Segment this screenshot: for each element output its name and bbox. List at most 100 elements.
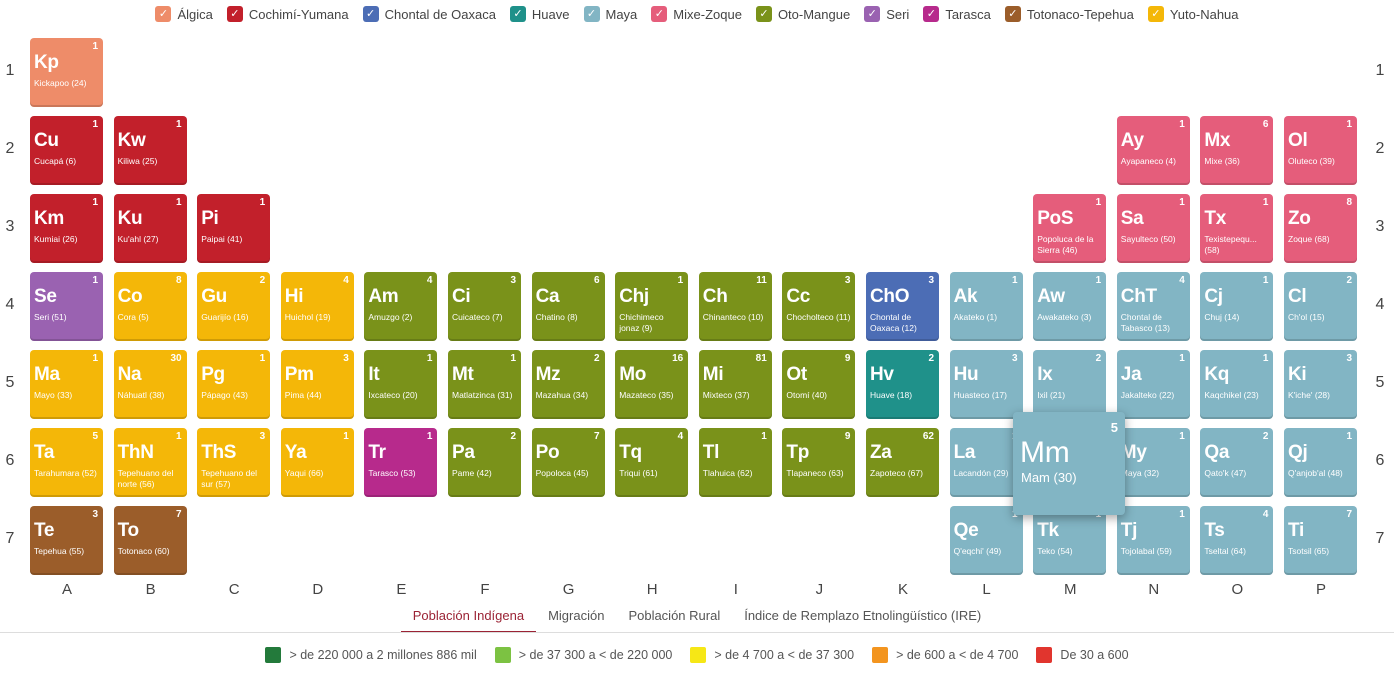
- legend-item-7[interactable]: ✓ Seri: [864, 6, 909, 22]
- element-cell-pa[interactable]: Pa 2 Pame (42): [448, 428, 521, 497]
- element-symbol: Mt: [452, 364, 474, 385]
- tab-0[interactable]: Población Indígena: [400, 598, 537, 632]
- element-cell-ths[interactable]: ThS 3 Tepehuano del sur (57): [197, 428, 271, 497]
- element-variant-count: 1: [1179, 353, 1185, 364]
- element-cell-tp[interactable]: Tp 9 Tlapaneco (63): [782, 428, 856, 497]
- element-cell-kq[interactable]: Kq 1 Kaqchikel (23): [1200, 350, 1274, 419]
- element-cell-ak[interactable]: Ak 1 Akateko (1): [949, 272, 1023, 341]
- element-cell-zo[interactable]: Zo 8 Zoque (68): [1284, 194, 1357, 263]
- element-cell-aw[interactable]: Aw 1 Awakateko (3): [1033, 272, 1107, 341]
- element-cell-mz[interactable]: Mz 2 Mazahua (34): [531, 350, 605, 419]
- element-cell-qe[interactable]: Qe1Q'eqchi' (49): [949, 506, 1023, 575]
- legend-item-6[interactable]: ✓ Oto-Mangue: [755, 6, 850, 22]
- element-name: Chinanteco (10): [702, 312, 764, 322]
- legend-item-3[interactable]: ✓ Huave: [509, 6, 570, 22]
- element-cell-hi[interactable]: Hi 4 Huichol (19): [280, 272, 354, 341]
- legend-item-8[interactable]: ✓ Tarasca: [923, 6, 991, 22]
- element-cell-tj[interactable]: Tj 1 Tojolabal (59): [1116, 506, 1190, 575]
- element-cell-mx[interactable]: Mx 6 Mixe (36): [1200, 116, 1274, 185]
- element-cell-te[interactable]: Te 3 Tepehua (55): [30, 506, 103, 575]
- element-cell-tq[interactable]: Tq 4 Triqui (61): [615, 428, 689, 497]
- element-cell-mm[interactable]: Mm 5 Mam (30): [1013, 412, 1125, 515]
- element-cell-to[interactable]: To 7 Totonaco (60): [113, 506, 187, 575]
- element-cell-chj[interactable]: Chj 1 Chichimeco jonaz (9): [615, 272, 689, 341]
- element-symbol: La: [953, 442, 976, 463]
- element-cell-cho[interactable]: ChO 3 Chontal de Oaxaca (12): [866, 272, 939, 341]
- element-cell-tk[interactable]: Tk1Teko (54): [1033, 506, 1107, 575]
- element-cell-ku[interactable]: Ku 1 Ku'ahl (27): [113, 194, 187, 263]
- legend-item-4[interactable]: ✓ Maya: [583, 6, 637, 22]
- element-cell-am[interactable]: Am 4 Amuzgo (2): [364, 272, 438, 341]
- element-cell-my[interactable]: My 1 Maya (32): [1116, 428, 1190, 497]
- element-name: Totonaco (60): [117, 546, 170, 556]
- element-cell-ca[interactable]: Ca 6 Chatino (8): [531, 272, 605, 341]
- element-cell-ti[interactable]: Ti 7 Tsotsil (65): [1284, 506, 1357, 575]
- element-cell-qa[interactable]: Qa 2 Qato'k (47): [1200, 428, 1274, 497]
- element-symbol: Tk: [1037, 520, 1059, 541]
- element-cell-kw[interactable]: Kw 1 Kiliwa (25): [113, 116, 187, 185]
- element-cell-ja[interactable]: Ja 1 Jakalteko (22): [1116, 350, 1190, 419]
- element-cell-ix[interactable]: Ix 2 Ixil (21): [1033, 350, 1107, 419]
- indicator-tabs: Población Indígena Migración Población Rur…: [0, 598, 1394, 632]
- element-name: Mazahua (34): [535, 390, 589, 400]
- element-cell-po[interactable]: Po 7 Popoloca (45): [531, 428, 605, 497]
- element-name: Maya (32): [1120, 468, 1160, 478]
- element-cell-hv[interactable]: Hv 2 Huave (18): [866, 350, 939, 419]
- element-cell-qj[interactable]: Qj 1 Q'anjob'al (48): [1284, 428, 1357, 497]
- element-cell-ta[interactable]: Ta 5 Tarahumara (52): [30, 428, 103, 497]
- element-cell-tx[interactable]: Tx 1 Texistepequ... (58): [1200, 194, 1274, 263]
- legend-item-5[interactable]: ✓ Mixe-Zoque: [651, 6, 742, 22]
- element-cell-ma[interactable]: Ma 1 Mayo (33): [30, 350, 103, 419]
- tab-1[interactable]: Migración: [548, 608, 605, 623]
- element-cell-hu[interactable]: Hu 3 Huasteco (17): [949, 350, 1023, 419]
- column-label: P: [1315, 581, 1326, 598]
- element-cell-za[interactable]: Za 62 Zapoteco (67): [866, 428, 939, 497]
- tab-2[interactable]: Población Rural: [628, 608, 721, 623]
- element-cell-pg[interactable]: Pg 1 Pápago (43): [197, 350, 271, 419]
- element-cell-pi[interactable]: Pi 1 Paipai (41): [197, 194, 271, 263]
- element-cell-ki[interactable]: Ki 3 K'iche' (28): [1284, 350, 1357, 419]
- element-cell-it[interactable]: It 1 Ixcateco (20): [364, 350, 438, 419]
- element-cell-ay[interactable]: Ay 1 Ayapaneco (4): [1116, 116, 1190, 185]
- element-cell-ol[interactable]: Ol 1 Oluteco (39): [1284, 116, 1357, 185]
- element-cell-ci[interactable]: Ci 3 Cuicateco (7): [448, 272, 521, 341]
- element-cell-ya[interactable]: Ya 1 Yaqui (66): [280, 428, 354, 497]
- element-cell-mi[interactable]: Mi 81 Mixteco (37): [698, 350, 772, 419]
- element-cell-cl[interactable]: Cl 2 Ch'ol (15): [1284, 272, 1357, 341]
- element-cell-ch[interactable]: Ch 11 Chinanteco (10): [698, 272, 772, 341]
- element-cell-cj[interactable]: Cj 1 Chuj (14): [1200, 272, 1274, 341]
- legend-item-1[interactable]: ✓ Cochimí-Yumana: [226, 6, 349, 22]
- element-cell-cc[interactable]: Cc 3 Chocholteco (11): [782, 272, 856, 341]
- element-cell-pm[interactable]: Pm 3 Pima (44): [280, 350, 354, 419]
- element-cell-cu[interactable]: Cu 1 Cucapá (6): [30, 116, 103, 185]
- element-cell-km[interactable]: Km 1 Kumiai (26): [30, 194, 103, 263]
- element-cell-ot[interactable]: Ot 9 Otomí (40): [782, 350, 856, 419]
- legend-item-0[interactable]: ✓ Álgica: [155, 6, 213, 22]
- element-cell-mt[interactable]: Mt 1 Matlatzinca (31): [448, 350, 521, 419]
- element-cell-na[interactable]: Na 30 Náhuatl (38): [113, 350, 187, 419]
- element-cell-tr[interactable]: Tr 1 Tarasco (53): [364, 428, 438, 497]
- element-cell-thn[interactable]: ThN 1 Tepehuano del norte (56): [113, 428, 187, 497]
- element-cell-sa[interactable]: Sa 1 Sayulteco (50): [1116, 194, 1190, 263]
- check-icon: ✓: [583, 6, 600, 22]
- legend-item-10[interactable]: ✓ Yuto-Nahua: [1147, 6, 1239, 22]
- check-icon: ✓: [651, 6, 668, 22]
- element-cell-kp[interactable]: Kp 1 Kickapoo (24): [30, 38, 103, 107]
- element-cell-tl[interactable]: Tl 1 Tlahuica (62): [698, 428, 772, 497]
- element-cell-mo[interactable]: Mo 16 Mazateco (35): [615, 350, 689, 419]
- legend-label: Huave: [531, 6, 570, 22]
- element-symbol: My: [1120, 442, 1147, 463]
- element-cell-co[interactable]: Co 8 Cora (5): [113, 272, 187, 341]
- legend-item-9[interactable]: ✓ Totonaco-Tepehua: [1004, 6, 1134, 22]
- element-cell-ts[interactable]: Ts 4 Tseltal (64): [1200, 506, 1274, 575]
- element-cell-cht[interactable]: ChT 4 Chontal de Tabasco (13): [1116, 272, 1190, 341]
- tab-3[interactable]: Índice de Remplazo Etnolingüístico (IRE): [744, 608, 982, 623]
- element-cell-pos[interactable]: PoS 1 Popoluca de la Sierra (46): [1033, 194, 1107, 263]
- element-cell-gu[interactable]: Gu 2 Guarijío (16): [197, 272, 271, 341]
- legend-item-2[interactable]: ✓ Chontal de Oaxaca: [362, 6, 496, 22]
- element-name: Lacandón (29): [953, 468, 1009, 478]
- scale-swatch: [690, 647, 707, 663]
- element-cell-la[interactable]: La1Lacandón (29): [949, 428, 1023, 497]
- element-cell-se[interactable]: Se 1 Seri (51): [30, 272, 103, 341]
- element-name: Huave (18): [870, 390, 913, 400]
